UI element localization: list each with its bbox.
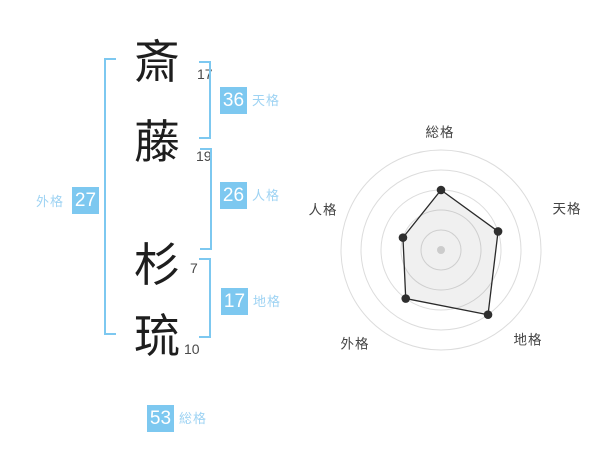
radar-data-point — [401, 294, 411, 303]
name-char-4: 琉 — [134, 310, 180, 362]
gaikaku-badge: 27 — [72, 187, 99, 214]
radar-data-point — [436, 185, 446, 195]
tenkaku-bracket — [199, 61, 211, 139]
name-char-1: 斎 — [134, 36, 180, 88]
jinkaku-label: 人格 — [252, 188, 281, 203]
radar-grid-ring — [420, 229, 462, 271]
radar-grid-ring — [360, 169, 522, 331]
radar-axis-label: 人格 — [309, 203, 338, 218]
gaikaku-label: 外格 — [36, 194, 65, 209]
radar-axis-label: 地格 — [514, 333, 543, 348]
radar-grid-ring — [340, 149, 542, 351]
stroke-count-4: 10 — [184, 341, 200, 357]
jinkaku-bracket — [200, 148, 212, 250]
chikaku-badge: 17 — [221, 288, 248, 315]
name-char-2: 藤 — [134, 116, 180, 168]
stroke-count-1: 17 — [197, 66, 213, 82]
radar-center-dot — [437, 246, 445, 254]
radar-axis-label: 天格 — [553, 202, 582, 217]
stroke-count-2: 19 — [196, 148, 212, 164]
chikaku-label: 地格 — [253, 294, 282, 309]
soukaku-label: 総格 — [179, 411, 208, 426]
radar-data-polygon — [402, 189, 499, 316]
radar-data-point — [483, 310, 493, 320]
name-char-3: 杉 — [134, 239, 180, 291]
radar-data-point — [398, 233, 408, 242]
radar-grid-ring — [400, 209, 482, 291]
radar-axis-label: 総格 — [426, 125, 455, 140]
tenkaku-badge: 36 — [220, 87, 247, 114]
gaikaku-bracket — [104, 58, 116, 335]
jinkaku-badge: 26 — [220, 182, 247, 209]
stroke-count-3: 7 — [190, 260, 198, 276]
radar-data-point — [493, 227, 503, 236]
soukaku-badge: 53 — [147, 405, 174, 432]
tenkaku-label: 天格 — [252, 93, 281, 108]
radar-axis-label: 外格 — [341, 337, 370, 352]
chikaku-bracket — [199, 258, 211, 338]
